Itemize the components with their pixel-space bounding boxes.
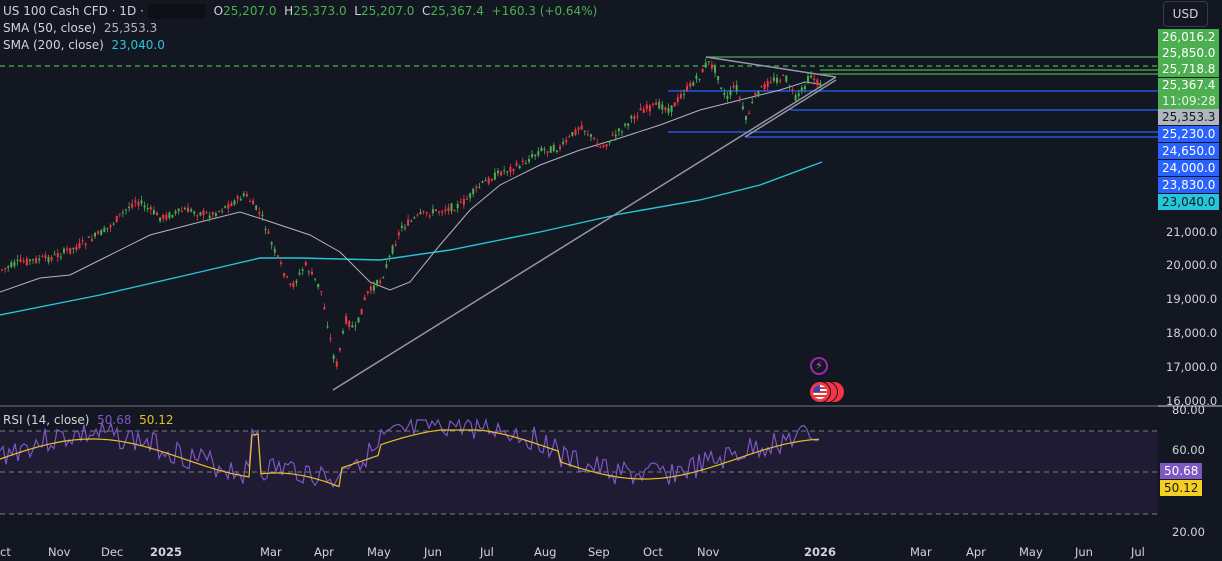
rsi-ma-value: 50.12 <box>139 413 174 427</box>
low-label: L <box>354 4 361 18</box>
price-tick: 18,000.0 <box>1166 326 1218 340</box>
symbol-title[interactable]: US 100 Cash CFD · 1D · <box>3 4 144 18</box>
high-value: 25,373.0 <box>293 4 347 18</box>
time-tick: Apr <box>314 545 334 559</box>
rsi-tick: 60.00 <box>1172 443 1205 457</box>
price-tick: 21,000.0 <box>1166 225 1218 239</box>
time-tick: Oct <box>643 545 663 559</box>
time-tick: Nov <box>697 545 720 559</box>
price-tick: 16,000.0 <box>1166 394 1218 408</box>
time-tick: Sep <box>588 545 610 559</box>
price-label: 26,016.2 <box>1158 29 1219 45</box>
change-value: +160.3 (+0.64%) <box>491 4 598 18</box>
rsi-tick: 20.00 <box>1172 525 1205 539</box>
time-tick: Apr <box>966 545 986 559</box>
price-label: 24,650.0 <box>1158 143 1219 159</box>
price-label: 25,230.0 <box>1158 126 1219 142</box>
price-label: 25,367.4 <box>1158 78 1219 93</box>
open-label: O <box>213 4 224 18</box>
price-label: 24,000.0 <box>1158 160 1219 176</box>
time-tick: Aug <box>534 545 557 559</box>
time-tick: Nov <box>48 545 71 559</box>
time-tick: Mar <box>910 545 932 559</box>
symbol-legend: US 100 Cash CFD · 1D · O25,207.0 H25,373… <box>3 4 597 19</box>
price-label: 25,850.0 <box>1158 45 1219 61</box>
time-tick: Jul <box>1131 545 1145 559</box>
time-tick: Jun <box>424 545 442 559</box>
high-label: H <box>284 4 294 18</box>
rsi-value: 50.68 <box>97 413 132 427</box>
rsi-value-label: 50.12 <box>1160 480 1202 496</box>
price-label: 25,718.8 <box>1158 61 1219 77</box>
time-tick: Jun <box>1075 545 1093 559</box>
sma50-legend[interactable]: SMA (50, close) 25,353.3 <box>3 21 157 36</box>
time-tick: 2026 <box>804 545 837 559</box>
price-tick: 17,000.0 <box>1166 360 1218 374</box>
time-tick: 2025 <box>150 545 183 559</box>
time-tick: Dec <box>101 545 124 559</box>
price-tick: 19,000.0 <box>1166 292 1218 306</box>
rsi-label: RSI (14, close) <box>3 413 90 427</box>
time-tick: May <box>1019 545 1043 559</box>
sma50-label: SMA (50, close) <box>3 21 97 35</box>
time-tick: Jul <box>480 545 494 559</box>
sma50-value: 25,353.3 <box>103 21 158 35</box>
price-label: 23,040.0 <box>1158 194 1219 210</box>
lightning-event-icon[interactable]: ⚡ <box>810 357 828 375</box>
sma200-label: SMA (200, close) <box>3 38 104 52</box>
time-tick: Mar <box>260 545 282 559</box>
rsi-tick: 80.00 <box>1172 403 1205 417</box>
price-label: 11:09:28 <box>1158 93 1219 109</box>
rsi-legend[interactable]: RSI (14, close) 50.68 50.12 <box>3 413 173 428</box>
us-flag-events-icon[interactable] <box>809 381 845 403</box>
price-label: 23,830.0 <box>1158 177 1219 193</box>
currency-button[interactable]: USD <box>1163 1 1208 27</box>
time-tick: May <box>367 545 391 559</box>
redacted-box <box>147 4 206 19</box>
sma200-value: 23,040.0 <box>111 38 165 52</box>
price-tick: 20,000.0 <box>1166 258 1218 272</box>
time-tick: ct <box>0 545 11 559</box>
open-value: 25,207.0 <box>223 4 277 18</box>
close-value: 25,367.4 <box>430 4 484 18</box>
sma200-legend[interactable]: SMA (200, close) 23,040.0 <box>3 38 165 53</box>
price-label: 25,353.3 <box>1158 109 1219 125</box>
low-value: 25,207.0 <box>360 4 415 18</box>
rsi-value-label: 50.68 <box>1160 463 1202 479</box>
close-label: C <box>422 4 431 18</box>
